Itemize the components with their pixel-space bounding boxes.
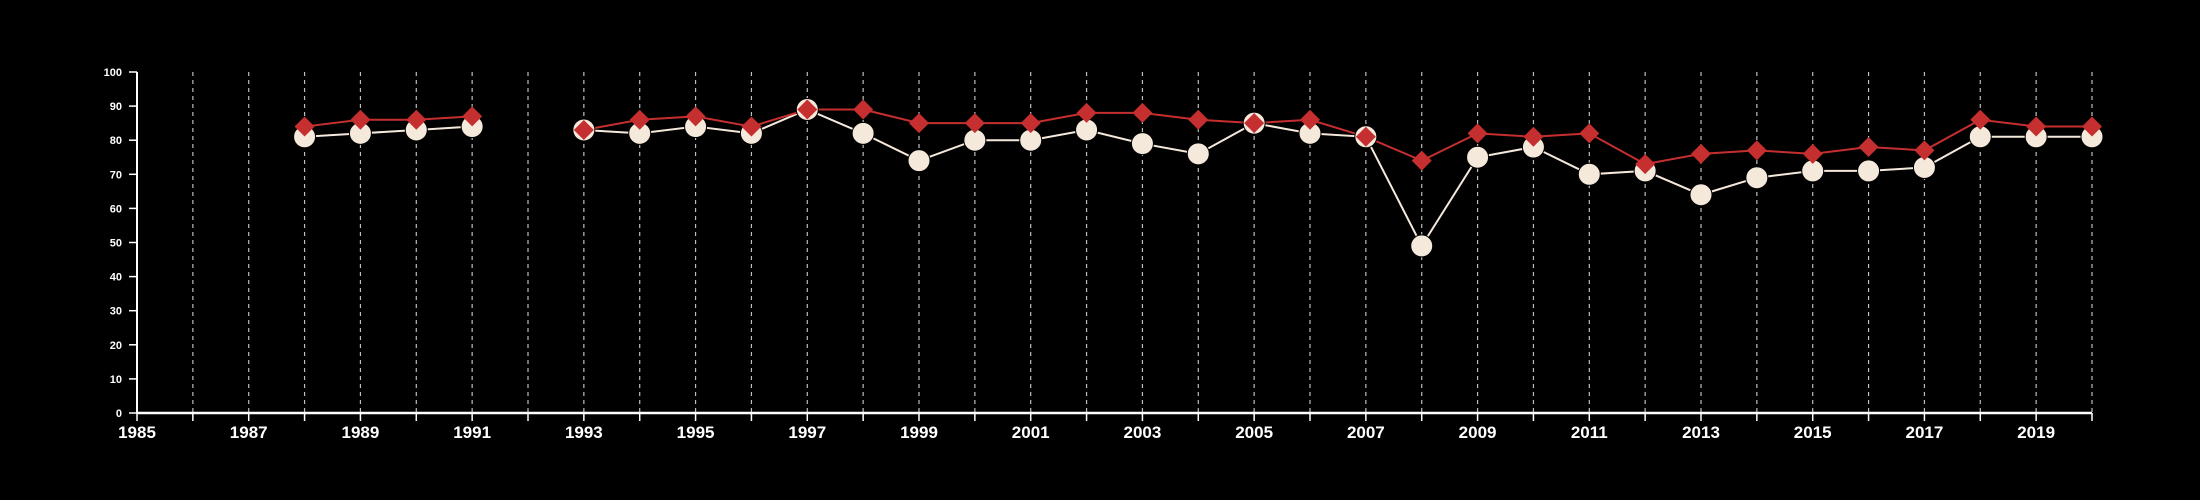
x-tick-label-2007: 2007 [1347, 423, 1385, 442]
y-tick-label-50: 50 [110, 238, 122, 250]
point-diamond-1997 [797, 99, 818, 120]
point-diamond-2006 [1300, 109, 1320, 130]
point-diamond-2003 [1132, 102, 1153, 123]
point-diamond-1990 [406, 109, 427, 130]
x-tick-label-1995: 1995 [677, 423, 715, 442]
point-diamond-2005 [1244, 113, 1265, 134]
point-diamond-2018 [1970, 109, 1991, 130]
x-tick-label-1999: 1999 [900, 423, 938, 442]
tick-labels: 0 10 20 30 40 50 60 70 80 90 100 1985 1987 1989 1991 19… [104, 67, 2055, 442]
point-circle-2009 [1466, 145, 1490, 169]
point-diamond-2009 [1467, 123, 1488, 144]
point-diamond-1998 [853, 99, 874, 120]
y-tick-label-30: 30 [110, 306, 122, 318]
point-diamond-2001 [1020, 113, 1041, 134]
point-diamond-2007 [1355, 126, 1376, 147]
series-line-diamond-1 [583, 108, 2092, 166]
point-diamond-2015 [1802, 143, 1823, 164]
point-circle-2013 [1689, 183, 1713, 207]
y-tick-label-70: 70 [110, 169, 122, 181]
point-diamond-2004 [1188, 109, 1209, 130]
point-circle-2016 [1857, 159, 1881, 183]
point-diamond-2008 [1411, 150, 1432, 171]
point-diamond-2019 [2026, 116, 2047, 137]
point-diamond-1993 [573, 119, 594, 140]
x-tick-label-1991: 1991 [453, 423, 491, 442]
y-tick-label-20: 20 [110, 340, 122, 352]
point-circle-2003 [1130, 132, 1154, 156]
y-tick-label-0: 0 [116, 408, 122, 420]
point-diamond-2000 [964, 113, 985, 134]
point-diamond-2014 [1746, 140, 1767, 161]
point-diamond-2017 [1914, 140, 1935, 161]
point-circle-2004 [1186, 142, 1210, 166]
series-circle [304, 108, 2092, 248]
point-diamond-1991 [462, 106, 483, 127]
y-tick-label-90: 90 [110, 101, 122, 113]
point-diamond-1999 [909, 113, 929, 134]
series-line-diamond-0 [304, 115, 473, 128]
y-tick-label-80: 80 [110, 135, 122, 147]
point-circle-2011 [1577, 162, 1601, 186]
point-diamond-2013 [1691, 143, 1711, 164]
series-line-circle-1 [583, 108, 2092, 248]
y-tick-label-40: 40 [110, 272, 122, 284]
x-tick-label-2001: 2001 [1012, 423, 1050, 442]
x-tick-label-2003: 2003 [1124, 423, 1162, 442]
point-diamond-1996 [741, 116, 762, 137]
point-circle-1999 [907, 149, 931, 173]
point-diamond-2020 [2082, 116, 2102, 137]
series-layer [293, 98, 2104, 258]
point-diamond-2002 [1076, 102, 1097, 123]
x-tick-label-2005: 2005 [1235, 423, 1273, 442]
point-diamond-1989 [350, 109, 371, 130]
x-tick-label-2011: 2011 [1571, 423, 1608, 442]
point-diamond-1988 [294, 116, 315, 137]
point-circle-2014 [1745, 166, 1769, 190]
axes [129, 71, 2093, 421]
x-tick-label-1985: 1985 [118, 423, 156, 442]
series-line-circle-0 [304, 125, 473, 138]
series-diamond [304, 108, 2092, 166]
point-diamond-1994 [629, 109, 650, 130]
markers-diamond [294, 99, 2102, 175]
point-diamond-2011 [1579, 123, 1600, 144]
x-tick-label-1993: 1993 [565, 423, 603, 442]
x-tick-label-2009: 2009 [1459, 423, 1497, 442]
y-tick-label-100: 100 [104, 67, 122, 79]
x-tick-label-2013: 2013 [1682, 423, 1720, 442]
x-tick-label-1987: 1987 [230, 423, 268, 442]
y-tick-label-60: 60 [110, 203, 122, 215]
x-tick-label-1989: 1989 [342, 423, 380, 442]
y-tick-label-10: 10 [110, 374, 122, 386]
point-diamond-1995 [685, 106, 706, 127]
x-tick-label-1997: 1997 [788, 423, 826, 442]
x-tick-label-2019: 2019 [2017, 423, 2055, 442]
x-tick-label-2015: 2015 [1794, 423, 1832, 442]
markers-circle [293, 98, 2104, 258]
point-diamond-2012 [1635, 154, 1656, 175]
point-circle-1998 [851, 121, 875, 145]
point-circle-2008 [1410, 234, 1434, 258]
x-tick-label-2017: 2017 [1906, 423, 1944, 442]
point-diamond-2010 [1523, 126, 1544, 147]
point-diamond-2016 [1858, 137, 1879, 158]
